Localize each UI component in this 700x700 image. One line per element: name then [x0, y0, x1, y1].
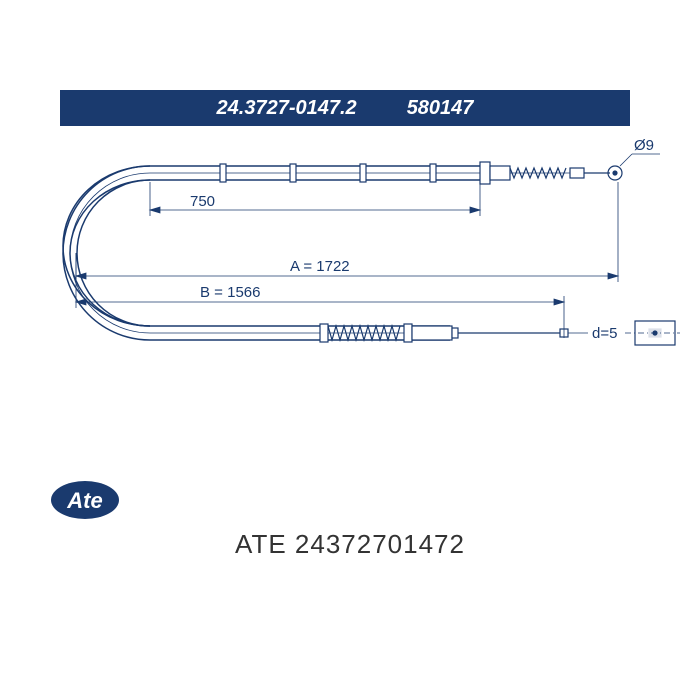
dim-diameter — [620, 154, 660, 166]
caption: ATE 24372701472 — [20, 529, 680, 560]
diagram-box: 24.3727-0147.2 580147 — [60, 90, 630, 390]
svg-text:Ate: Ate — [66, 488, 102, 513]
diagram-container: 24.3727-0147.2 580147 — [20, 50, 680, 590]
dim-B-label: B = 1566 — [200, 284, 260, 301]
header-bar: 24.3727-0147.2 580147 — [60, 90, 630, 126]
part-number: 24.3727-0147.2 — [217, 97, 357, 120]
cable-outer — [56, 166, 480, 340]
cable-inner — [70, 173, 610, 333]
caption-brand: ATE — [235, 529, 287, 559]
cable-diagram-svg: 750 A = 1722 B = 1566 — [20, 126, 680, 396]
dim-750-label: 750 — [190, 193, 215, 210]
dim-diameter-label: Ø9 — [634, 137, 654, 154]
caption-number: 24372701472 — [295, 529, 465, 559]
ate-logo: Ate — [50, 480, 120, 520]
dim-d-label: d=5 — [592, 325, 617, 342]
header-code: 580147 — [407, 97, 474, 120]
side-bracket — [625, 321, 680, 345]
dim-A-label: A = 1722 — [290, 258, 350, 275]
